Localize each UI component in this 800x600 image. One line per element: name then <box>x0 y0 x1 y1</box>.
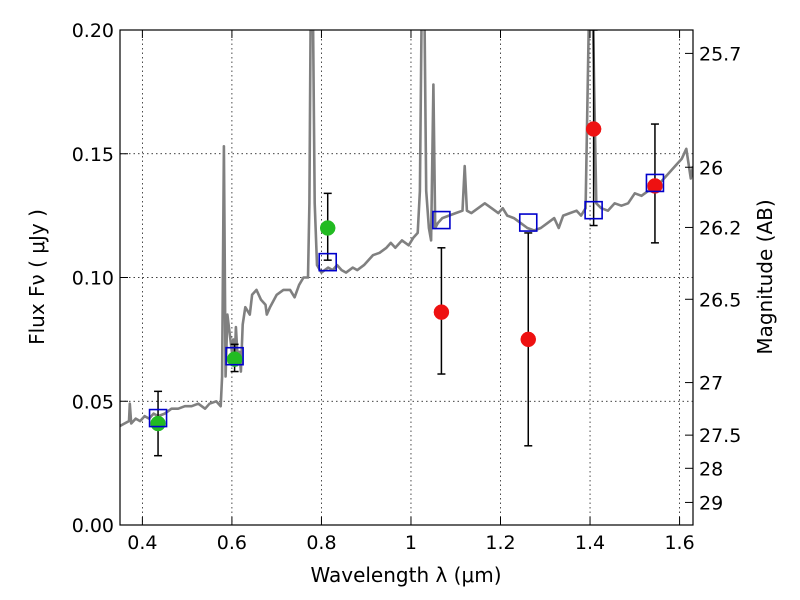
data-point-circle <box>319 220 336 236</box>
y-tick-label: 0.15 <box>72 144 114 166</box>
magnitude-tick-label: 28 <box>699 458 723 480</box>
data-point-square <box>318 252 338 272</box>
magnitude-tick-label: 27 <box>699 373 723 395</box>
x-tick-label: 1 <box>405 532 417 554</box>
x-tick-label: 1.2 <box>485 532 515 554</box>
y-tick-label: 0.05 <box>72 391 114 413</box>
magnitude-tick-label: 26 <box>699 157 723 179</box>
data-point-circle <box>226 351 243 367</box>
x-tick-label: 0.6 <box>217 532 247 554</box>
y-axis-label: Flux Fν ( μJy ) <box>25 209 49 345</box>
data-point-circle <box>585 121 602 137</box>
y-tick-label: 0.20 <box>72 20 114 42</box>
data-point-circle <box>433 304 450 320</box>
data-point-square <box>645 173 665 193</box>
data-point-circle <box>647 178 663 194</box>
data-point-square <box>584 200 603 220</box>
magnitude-tick-label: 27.5 <box>699 425 741 447</box>
data-point-square <box>518 213 538 232</box>
data-point-square <box>225 346 244 366</box>
x-axis-ticks: 0.4 0.6 0.8 1 1.2 1.4 1.6 <box>127 30 695 554</box>
data-point-circle <box>150 415 166 432</box>
photometry-markers <box>148 121 665 432</box>
magnitude-tick-label: 25.7 <box>699 43 741 65</box>
x-tick-label: 1.4 <box>575 532 605 554</box>
x-axis-label: Wavelength λ (μm) <box>310 563 501 587</box>
y-axis-ticks: 0.00 0.05 0.10 0.15 0.20 <box>72 20 128 537</box>
magnitude-tick-label: 26.5 <box>699 289 741 311</box>
right-axis-label: Magnitude (AB) <box>753 199 777 354</box>
data-point-square <box>432 210 451 230</box>
y-tick-label: 0.00 <box>72 515 114 537</box>
y-tick-label: 0.10 <box>72 268 114 290</box>
magnitude-tick-label: 26.2 <box>699 217 741 239</box>
spectrum-line <box>120 30 693 428</box>
data-point-square <box>148 408 168 428</box>
x-tick-label: 0.4 <box>127 532 157 554</box>
magnitude-axis-ticks: 25.7 26 26.2 26.5 27 27.5 28 29 <box>685 43 741 514</box>
data-point-circle <box>520 331 537 348</box>
x-tick-label: 1.6 <box>664 532 694 554</box>
magnitude-tick-label: 29 <box>699 492 723 514</box>
x-tick-label: 0.8 <box>306 532 336 554</box>
template-spectrum <box>120 30 693 428</box>
